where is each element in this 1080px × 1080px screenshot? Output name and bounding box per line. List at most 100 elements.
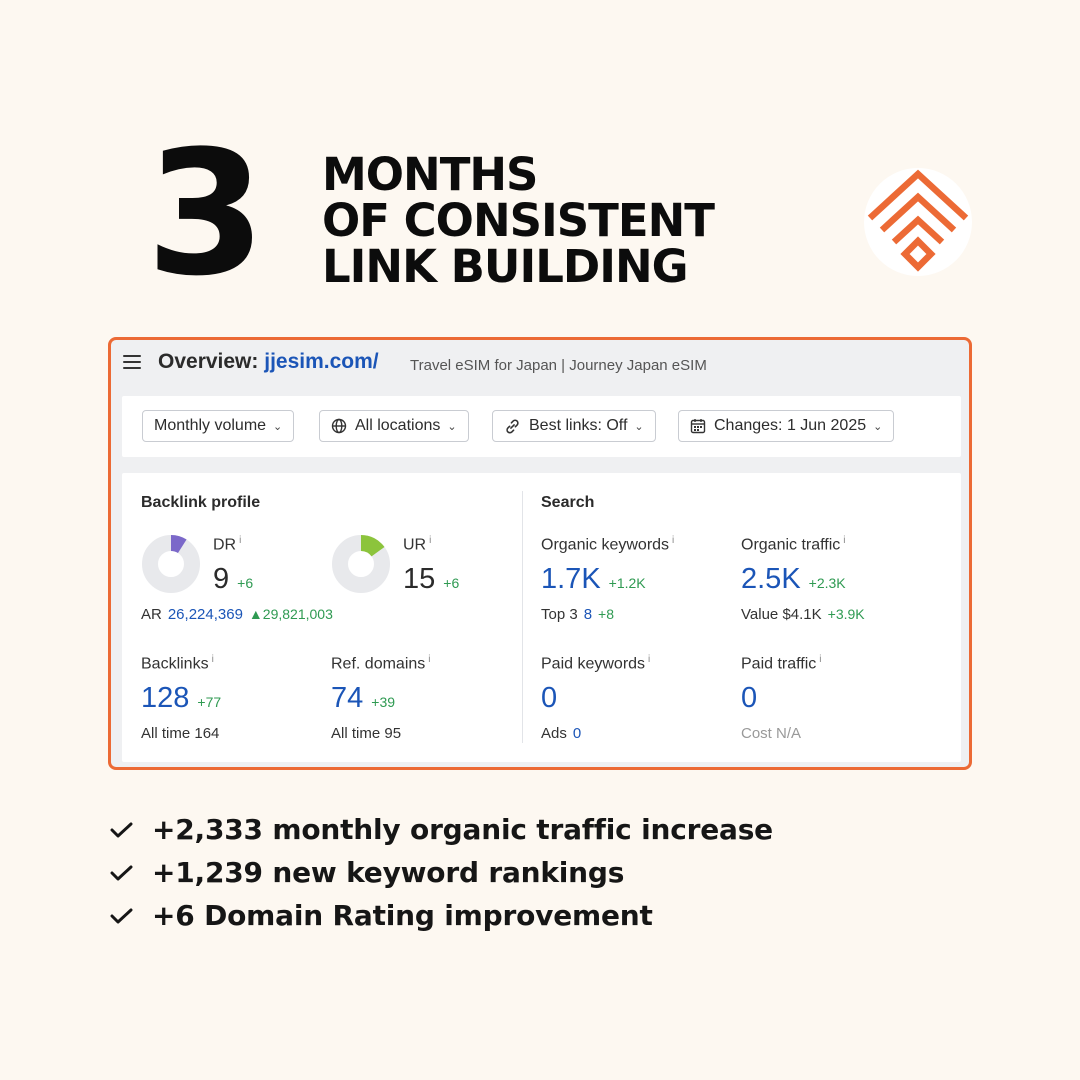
dr-value: 9 +6 [213, 563, 253, 596]
ref-domains-all-time-value: 95 [384, 725, 402, 742]
backlinks-label-text: Backlinks [141, 655, 209, 673]
info-icon[interactable]: i [819, 654, 822, 665]
bullet-text: +1,239 new keyword rankings [152, 856, 625, 889]
organic-traffic-label[interactable]: Organic traffic i [741, 535, 846, 554]
backlinks-value-number: 128 [141, 682, 190, 714]
ur-value: 15 +6 [403, 563, 459, 596]
ref-domains-value[interactable]: 74 +39 [331, 682, 395, 715]
section-divider [522, 491, 523, 743]
info-icon[interactable]: i [429, 535, 432, 546]
paid-keywords-value[interactable]: 0 [541, 682, 558, 714]
top3-label: Top 3 [541, 606, 578, 623]
paid-traffic-value[interactable]: 0 [741, 682, 758, 714]
paid-traffic-label[interactable]: Paid traffic i [741, 654, 822, 673]
ur-label-text: UR [403, 536, 427, 554]
ref-domains-label[interactable]: Ref. domains i [331, 654, 431, 673]
ur-label[interactable]: UR i [403, 535, 431, 554]
cost-row: Cost N/A [741, 725, 801, 742]
monthly-volume-label: Monthly volume [154, 417, 267, 434]
chevron-down-icon: ⌄ [273, 420, 283, 433]
link-icon [504, 418, 521, 435]
big-number: 3 [146, 113, 266, 314]
ahrefs-overview-card: Overview: jjesim.com/ Travel eSIM for Ja… [108, 337, 972, 770]
filter-bar: Monthly volume ⌄ All locations ⌄ Best li… [122, 396, 961, 457]
ref-domains-all-time-label: All time [331, 725, 381, 742]
dr-donut-chart [142, 535, 200, 593]
info-icon[interactable]: i [672, 535, 675, 546]
ar-delta: ▲29,821,003 [248, 606, 333, 622]
changes-date-dropdown[interactable]: Changes: 1 Jun 2025 ⌄ [678, 410, 895, 442]
info-icon[interactable]: i [211, 654, 214, 665]
info-icon[interactable]: i [428, 654, 431, 665]
info-icon[interactable]: i [239, 535, 242, 546]
ref-domains-delta: +39 [371, 694, 396, 710]
traffic-value-row: Value $4.1K +3.9K [741, 606, 865, 623]
hamburger-menu-icon[interactable] [123, 355, 141, 369]
dr-value-number: 9 [213, 563, 230, 595]
organic-keywords-value-number: 1.7K [541, 563, 601, 595]
ads-row: Ads 0 [541, 725, 581, 742]
ads-value[interactable]: 0 [572, 725, 582, 742]
overview-title: Overview: jjesim.com/ [158, 350, 379, 374]
overview-domain-link[interactable]: jjesim.com/ [264, 350, 379, 373]
overview-title-prefix: Overview: [158, 350, 259, 373]
info-icon[interactable]: i [843, 535, 846, 546]
calendar-icon [690, 418, 706, 434]
backlinks-value[interactable]: 128 +77 [141, 682, 221, 715]
top3-delta: +8 [598, 606, 615, 622]
dr-label-text: DR [213, 536, 237, 554]
ads-label: Ads [541, 725, 567, 742]
ur-donut-chart [332, 535, 390, 593]
cost-label: Cost [741, 725, 772, 742]
monthly-volume-dropdown[interactable]: Monthly volume ⌄ [142, 410, 295, 442]
best-links-dropdown[interactable]: Best links: Off ⌄ [492, 410, 656, 442]
ar-value[interactable]: 26,224,369 [167, 606, 243, 623]
headline-line-1: MONTHS [322, 148, 538, 201]
backlink-profile-title: Backlink profile [141, 494, 261, 511]
headline-line-2: OF CONSISTENT [322, 194, 715, 247]
metrics-panel: Backlink profile DR i 9 +6 UR i 15 +6 AR 26,2… [122, 473, 961, 762]
paid-traffic-label-text: Paid traffic [741, 655, 817, 673]
locations-dropdown[interactable]: All locations ⌄ [319, 410, 469, 442]
ref-domains-all-time: All time 95 [331, 725, 401, 742]
bullet-text: +6 Domain Rating improvement [152, 899, 653, 932]
info-icon[interactable]: i [648, 654, 651, 665]
organic-keywords-delta: +1.2K [608, 575, 646, 591]
list-item: +6 Domain Rating improvement [108, 894, 773, 937]
list-item: +2,333 monthly organic traffic increase [108, 808, 773, 851]
checkmark-icon [110, 908, 133, 923]
ar-label: AR [141, 606, 162, 623]
ur-value-number: 15 [403, 563, 436, 595]
brand-logo [864, 168, 972, 276]
backlinks-label[interactable]: Backlinks i [141, 654, 214, 673]
top3-value[interactable]: 8 [583, 606, 593, 623]
paid-keywords-label-text: Paid keywords [541, 655, 646, 673]
traffic-value-amount: $4.1K [782, 606, 822, 623]
results-list: +2,333 monthly organic traffic increase … [108, 808, 773, 937]
dr-label[interactable]: DR i [213, 535, 241, 554]
paid-keywords-label[interactable]: Paid keywords i [541, 654, 650, 673]
traffic-value-delta: +3.9K [827, 606, 865, 622]
chevron-down-icon: ⌄ [873, 420, 883, 433]
overview-topbar: Overview: jjesim.com/ Travel eSIM for Ja… [111, 340, 969, 390]
bullet-text: +2,333 monthly organic traffic increase [152, 813, 773, 846]
backlinks-all-time: All time 164 [141, 725, 219, 742]
changes-date-label: Changes: 1 Jun 2025 [714, 417, 867, 434]
headline: MONTHS OF CONSISTENT LINK BUILDING [322, 148, 715, 290]
organic-keywords-label-text: Organic keywords [541, 536, 670, 554]
checkmark-icon [110, 865, 133, 880]
organic-keywords-value[interactable]: 1.7K +1.2K [541, 563, 646, 596]
dr-donut-fill [142, 535, 200, 593]
organic-keywords-label[interactable]: Organic keywords i [541, 535, 674, 554]
backlinks-all-time-value: 164 [194, 725, 220, 742]
search-title: Search [541, 494, 595, 511]
organic-traffic-value-number: 2.5K [741, 563, 801, 595]
organic-traffic-value[interactable]: 2.5K +2.3K [741, 563, 846, 596]
ur-delta: +6 [443, 575, 460, 591]
best-links-label: Best links: Off [529, 417, 628, 434]
cost-value: N/A [776, 725, 802, 742]
site-description: Travel eSIM for Japan | Journey Japan eS… [410, 357, 707, 374]
traffic-value-label: Value [741, 606, 779, 623]
chevron-down-icon: ⌄ [634, 420, 644, 433]
organic-traffic-delta: +2.3K [808, 575, 846, 591]
